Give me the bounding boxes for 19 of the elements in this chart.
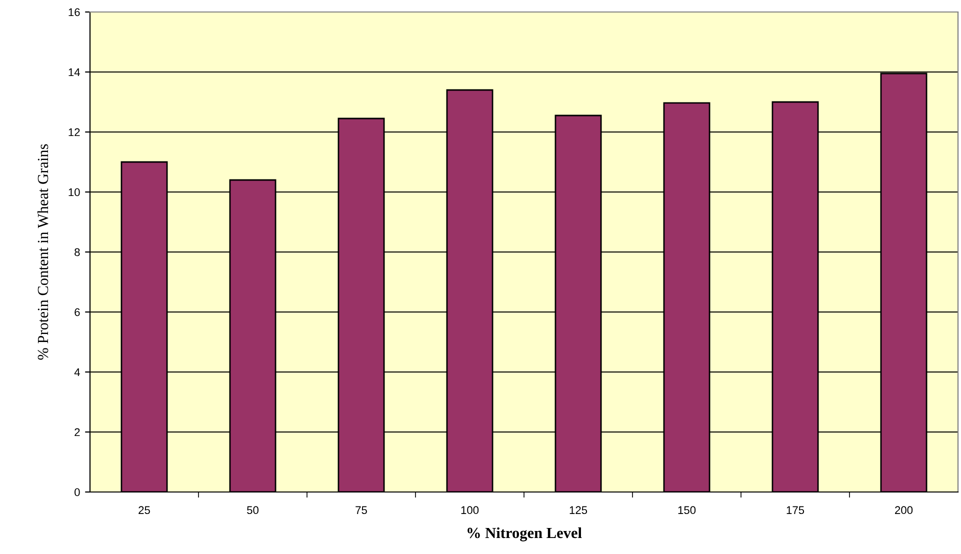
x-tick-label: 150 <box>678 506 696 514</box>
y-tick-label: 6 <box>74 308 80 316</box>
y-tick-label: 12 <box>68 128 80 136</box>
x-tick-label: 100 <box>461 506 479 514</box>
x-tick-label: 75 <box>356 506 367 514</box>
x-tick-label: 125 <box>570 506 588 514</box>
x-tick-label: 175 <box>786 506 804 514</box>
x-axis-title: % Nitrogen Level <box>468 527 582 542</box>
y-axis-title: % Protein Content in Wheat Grains <box>37 144 48 360</box>
y-tick-label: 8 <box>74 248 80 256</box>
x-tick-label: 200 <box>895 506 913 514</box>
x-tick-label: 50 <box>247 506 258 514</box>
y-tick-label: 16 <box>68 8 80 16</box>
y-tick-label: 14 <box>68 68 80 76</box>
x-tick-label: 25 <box>138 506 150 514</box>
y-tick-label: 4 <box>74 368 80 376</box>
y-tick-label: 0 <box>74 488 80 496</box>
y-tick-label: 10 <box>68 188 80 196</box>
y-tick-label: 2 <box>74 428 80 436</box>
